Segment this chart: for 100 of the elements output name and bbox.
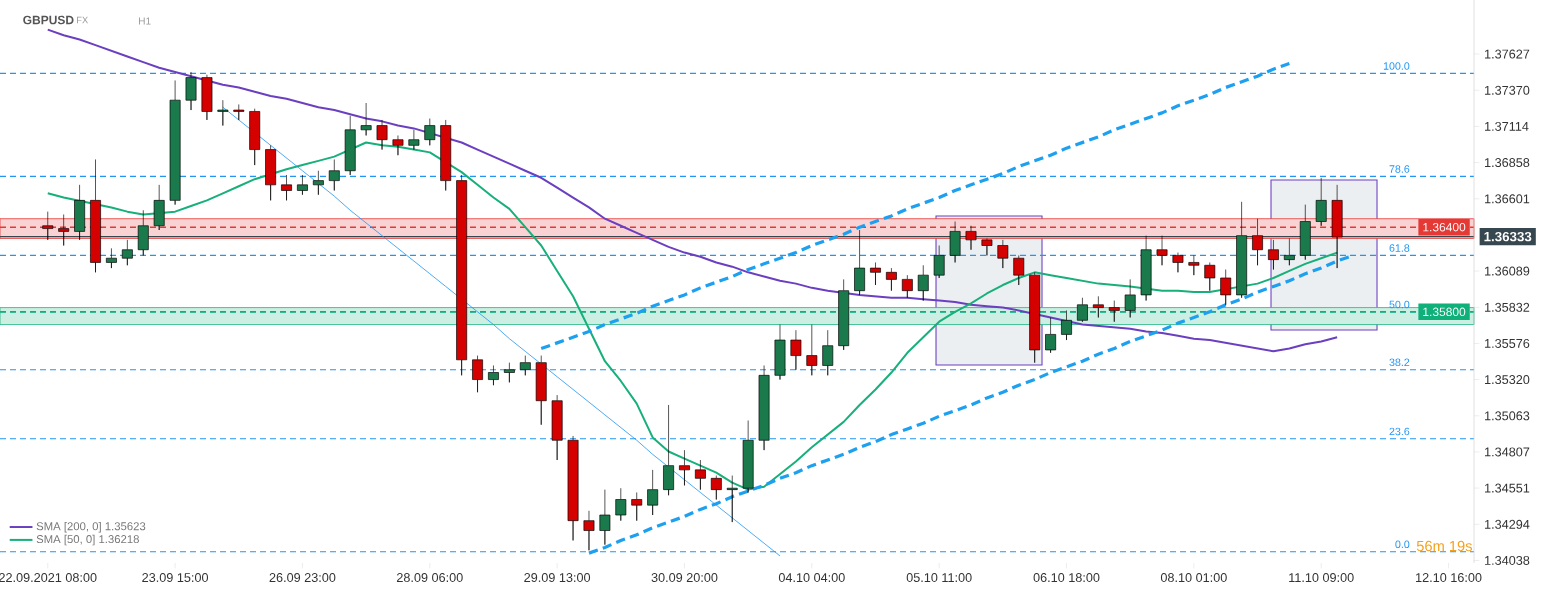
candlestick xyxy=(360,102,372,136)
x-tick-label: 08.10 01:00 xyxy=(1160,573,1227,583)
candlestick xyxy=(1077,297,1088,323)
y-tick-label: 1.34294 xyxy=(1485,519,1530,529)
candlestick xyxy=(472,355,483,393)
candlestick xyxy=(456,174,468,376)
y-tick-label: 1.36089 xyxy=(1485,266,1530,276)
candlestick xyxy=(1315,177,1327,227)
y-tick-label: 1.35320 xyxy=(1485,375,1530,385)
annotation: 23.6 xyxy=(1389,427,1410,436)
candlestick xyxy=(726,475,738,523)
candlestick xyxy=(1092,295,1104,318)
annotation: 50.0 xyxy=(1389,300,1410,309)
candlestick xyxy=(742,420,754,493)
annotation: 56m 19s xyxy=(1416,540,1472,552)
x-tick-label: 04.10 04:00 xyxy=(778,573,845,583)
candlestick xyxy=(567,435,579,541)
candlestick xyxy=(58,214,70,246)
candlestick xyxy=(997,239,1009,269)
candlestick xyxy=(615,487,627,522)
candlestick xyxy=(1331,184,1343,269)
candlestick xyxy=(1108,300,1120,323)
annotation: 100.0 xyxy=(1383,62,1410,70)
candlestick xyxy=(137,209,149,256)
candlestick xyxy=(42,211,54,241)
candlestick xyxy=(74,184,86,241)
candlestick xyxy=(408,129,420,150)
candlestick xyxy=(249,108,261,166)
candlestick xyxy=(233,104,245,121)
annotation: 38.2 xyxy=(1389,358,1410,367)
candlestick xyxy=(965,225,977,251)
annotation: 78.6 xyxy=(1389,165,1410,173)
candlestick xyxy=(217,99,229,126)
candlestick xyxy=(1124,279,1136,318)
candlestick xyxy=(599,489,611,545)
candlestick xyxy=(392,135,404,156)
candlestick xyxy=(1172,252,1184,273)
candlestick xyxy=(328,159,340,191)
candlestick xyxy=(424,118,436,146)
candlestick xyxy=(901,274,913,299)
candlestick xyxy=(1283,238,1295,266)
candlestick xyxy=(297,174,308,196)
candlestick xyxy=(710,475,722,500)
candlestick xyxy=(822,329,834,376)
y-tick-label: 1.35576 xyxy=(1485,338,1530,348)
candlestick xyxy=(519,355,531,376)
candlestick xyxy=(1188,255,1200,276)
ref-line-label: 1.35800 xyxy=(1423,307,1466,317)
annotation: 0.0 xyxy=(1395,540,1410,549)
candlestick xyxy=(153,184,165,231)
candlestick xyxy=(1029,271,1041,363)
x-tick-label: 12.10 16:00 xyxy=(1416,573,1482,583)
text: GBPUSD xyxy=(23,15,74,25)
candlestick xyxy=(106,248,117,269)
y-tick-label: 1.37627 xyxy=(1485,49,1530,59)
x-tick-label: 26.09 23:00 xyxy=(269,573,336,583)
candlestick xyxy=(1252,218,1263,266)
candlestick xyxy=(376,119,388,150)
x-tick-label: 11.10 09:00 xyxy=(1289,573,1354,583)
candlestick xyxy=(488,365,499,386)
candlestick xyxy=(121,239,133,266)
candlestick xyxy=(981,238,993,256)
candlestick xyxy=(583,510,595,551)
x-tick-label: 05.10 11:00 xyxy=(906,573,972,583)
candlestick xyxy=(663,404,674,496)
ref-line-label: 1.36400 xyxy=(1423,222,1466,232)
candlestick xyxy=(503,362,515,383)
candlestick xyxy=(933,245,945,279)
candlestick xyxy=(312,170,324,196)
x-tick-label: 28.09 06:00 xyxy=(396,573,463,583)
candlestick xyxy=(870,262,881,286)
candlestick xyxy=(949,221,961,263)
legend-label: SMA [50, 0] 1.36218 xyxy=(36,534,139,546)
candlestick xyxy=(758,365,770,451)
x-tick-label: 30.09 20:00 xyxy=(651,573,718,583)
candlestick xyxy=(535,355,547,426)
candlestick xyxy=(679,449,690,486)
y-tick-label: 1.34038 xyxy=(1485,555,1530,565)
x-tick-label: 06.10 18:00 xyxy=(1033,573,1100,583)
annotation: H1 xyxy=(139,17,151,25)
candlestick xyxy=(265,144,277,201)
candlestick xyxy=(1013,255,1025,286)
candlestick xyxy=(1061,310,1072,341)
candlestick xyxy=(774,324,786,380)
y-tick-label: 1.36601 xyxy=(1485,194,1530,204)
y-tick-label: 1.36858 xyxy=(1485,158,1530,168)
candlestick xyxy=(885,267,897,292)
candlestick xyxy=(647,469,659,516)
y-tick-label: 1.37370 xyxy=(1485,85,1530,95)
x-tick-label: 22.09.2021 08:00 xyxy=(0,573,97,583)
candlestick xyxy=(1268,239,1279,270)
candlestick xyxy=(1299,204,1311,260)
candlestick xyxy=(838,279,850,351)
x-tick-label: 29.09 13:00 xyxy=(524,573,591,583)
candlestick xyxy=(90,159,101,273)
y-tick-label: 1.37114 xyxy=(1485,121,1529,131)
candlestick xyxy=(1204,262,1216,292)
legend-label: SMA [200, 0] 1.35623 xyxy=(36,521,146,533)
y-tick-label: 1.34807 xyxy=(1485,447,1530,457)
candlestick xyxy=(1045,317,1057,354)
